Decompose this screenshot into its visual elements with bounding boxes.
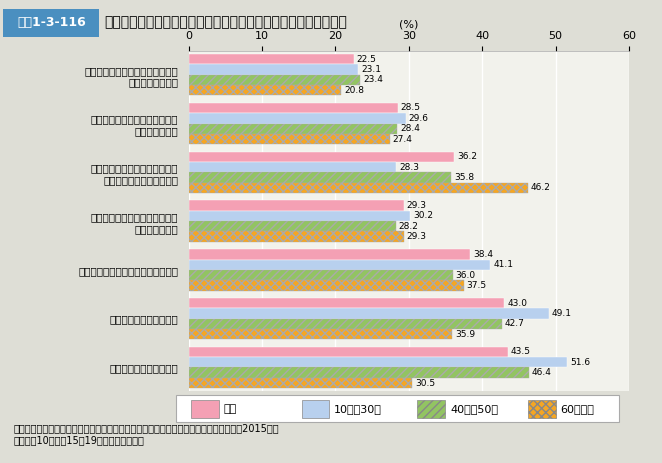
Bar (189, 308, 549, 319)
Bar (189, 54, 354, 64)
Bar (189, 270, 453, 280)
Text: 28.3: 28.3 (399, 163, 419, 172)
Bar (189, 329, 452, 339)
Text: 43.5: 43.5 (511, 347, 531, 357)
Bar (191, 400, 218, 418)
Text: 27.4: 27.4 (393, 135, 412, 144)
Text: 49.1: 49.1 (552, 309, 572, 318)
Text: 28.4: 28.4 (400, 124, 420, 133)
Text: 資料：厚生労働省政策統括官付政策評価官室委託「人口減少社会に関する意識調査」（2015年）
（注）　10代は、15〜19歳を対象とした。: 資料：厚生労働省政策統括官付政策評価官室委託「人口減少社会に関する意識調査」（2… (13, 424, 279, 445)
Text: 36.0: 36.0 (455, 270, 476, 280)
Text: 46.4: 46.4 (532, 368, 552, 377)
Bar (189, 259, 491, 270)
Text: 29.3: 29.3 (406, 232, 426, 241)
Bar (189, 368, 529, 378)
Bar (189, 113, 406, 124)
Bar (189, 103, 398, 113)
Text: 23.1: 23.1 (361, 65, 381, 74)
Bar (189, 347, 508, 357)
Bar (417, 400, 445, 418)
Text: 図表1-3-116: 図表1-3-116 (17, 16, 86, 29)
Bar (189, 75, 360, 85)
Text: 36.2: 36.2 (457, 152, 477, 161)
Text: 28.5: 28.5 (401, 103, 421, 113)
Bar (189, 172, 451, 183)
Text: 37.5: 37.5 (467, 281, 487, 290)
Text: 46.2: 46.2 (530, 183, 551, 192)
Text: 地域活動に参加する際に苦労すること、または参加できない要因: 地域活動に参加する際に苦労すること、または参加できない要因 (105, 16, 348, 30)
Bar (189, 85, 342, 95)
Text: 10代〜30代: 10代〜30代 (334, 404, 382, 413)
Text: 30.5: 30.5 (415, 378, 436, 388)
Bar (189, 280, 464, 291)
Bar (189, 134, 390, 144)
Bar (189, 319, 502, 329)
Bar (189, 151, 454, 162)
Bar (3, 9, 99, 37)
Bar (189, 232, 404, 242)
Text: 22.5: 22.5 (357, 55, 377, 64)
Bar (189, 249, 471, 259)
Bar (189, 200, 404, 211)
Bar (528, 400, 555, 418)
Text: 23.4: 23.4 (363, 75, 383, 84)
Text: 全体: 全体 (224, 404, 237, 413)
Text: 29.6: 29.6 (408, 114, 429, 123)
Bar (176, 395, 618, 422)
Bar (189, 183, 528, 193)
Text: 40代〜50代: 40代〜50代 (450, 404, 498, 413)
Bar (302, 400, 329, 418)
Text: 20.8: 20.8 (344, 86, 364, 95)
Bar (189, 211, 410, 221)
X-axis label: (%): (%) (399, 19, 418, 29)
Text: 43.0: 43.0 (507, 299, 527, 307)
Text: 41.1: 41.1 (493, 260, 513, 269)
Text: 42.7: 42.7 (505, 319, 525, 328)
Text: 35.9: 35.9 (455, 330, 475, 339)
Text: 60代以上: 60代以上 (561, 404, 594, 413)
Text: 35.8: 35.8 (454, 173, 475, 182)
Text: 28.2: 28.2 (399, 222, 418, 231)
Text: 51.6: 51.6 (570, 358, 591, 367)
Bar (189, 162, 397, 172)
Text: 29.3: 29.3 (406, 201, 426, 210)
Bar (189, 64, 358, 75)
Bar (189, 124, 397, 134)
Text: 30.2: 30.2 (413, 212, 433, 220)
Bar (189, 298, 504, 308)
Text: 38.4: 38.4 (473, 250, 493, 259)
Bar (189, 357, 567, 368)
Bar (189, 378, 412, 388)
Bar (189, 221, 396, 232)
